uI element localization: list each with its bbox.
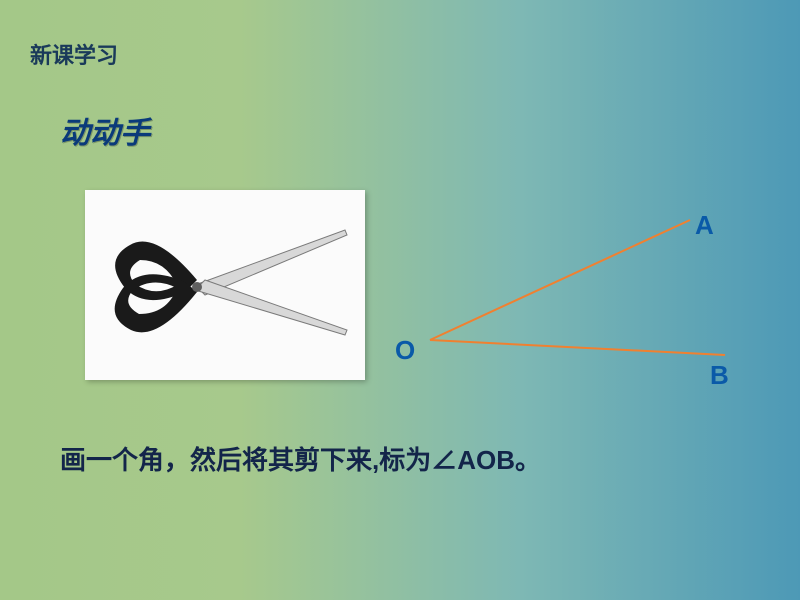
angle-diagram: A O B <box>420 210 740 390</box>
scissors-icon <box>85 190 365 380</box>
header-label: 新课学习 <box>30 38 118 70</box>
scissors-image <box>85 190 365 380</box>
instruction-text: 画一个角，然后将其剪下来,标为∠AOB。 <box>60 440 541 477</box>
subtitle: 动动手 <box>60 108 150 152</box>
angle-svg <box>420 210 740 390</box>
angle-label-b: B <box>710 360 729 391</box>
angle-label-o: O <box>395 335 415 366</box>
angle-label-a: A <box>695 210 714 241</box>
